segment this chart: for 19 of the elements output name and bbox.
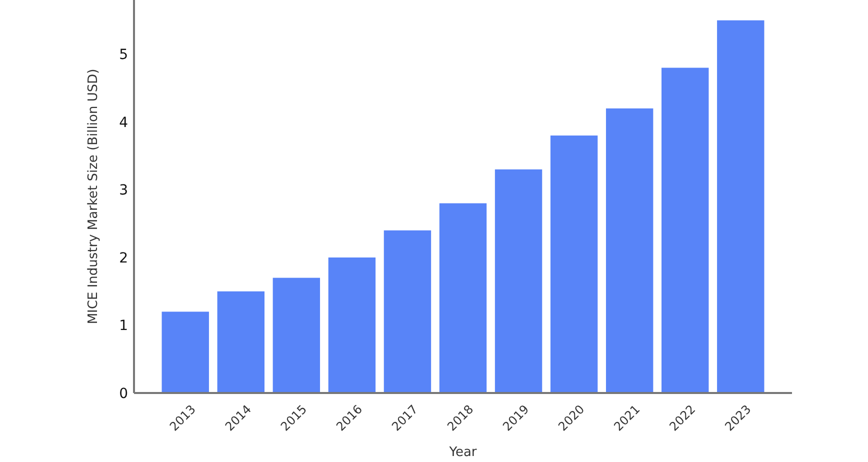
- bar: [162, 312, 209, 393]
- bar: [272, 278, 320, 393]
- y-tick-label: 2: [119, 250, 128, 266]
- bar: [662, 68, 709, 393]
- bar: [494, 169, 542, 393]
- y-tick-label: 3: [119, 182, 128, 199]
- bar: [328, 257, 376, 393]
- bar: [606, 108, 654, 393]
- y-tick-label: 5: [119, 47, 128, 64]
- y-tick-label: 4: [119, 114, 128, 131]
- y-axis-title: MICE Industry Market Size (Billion USD): [86, 68, 101, 324]
- x-axis-title: Year: [448, 445, 478, 460]
- bar: [384, 230, 432, 393]
- bar: [550, 136, 598, 393]
- y-tick-label: 0: [119, 386, 128, 402]
- bar: [439, 203, 487, 393]
- y-tick-label: 1: [119, 318, 128, 334]
- bar: [717, 20, 764, 393]
- bar: [217, 291, 264, 393]
